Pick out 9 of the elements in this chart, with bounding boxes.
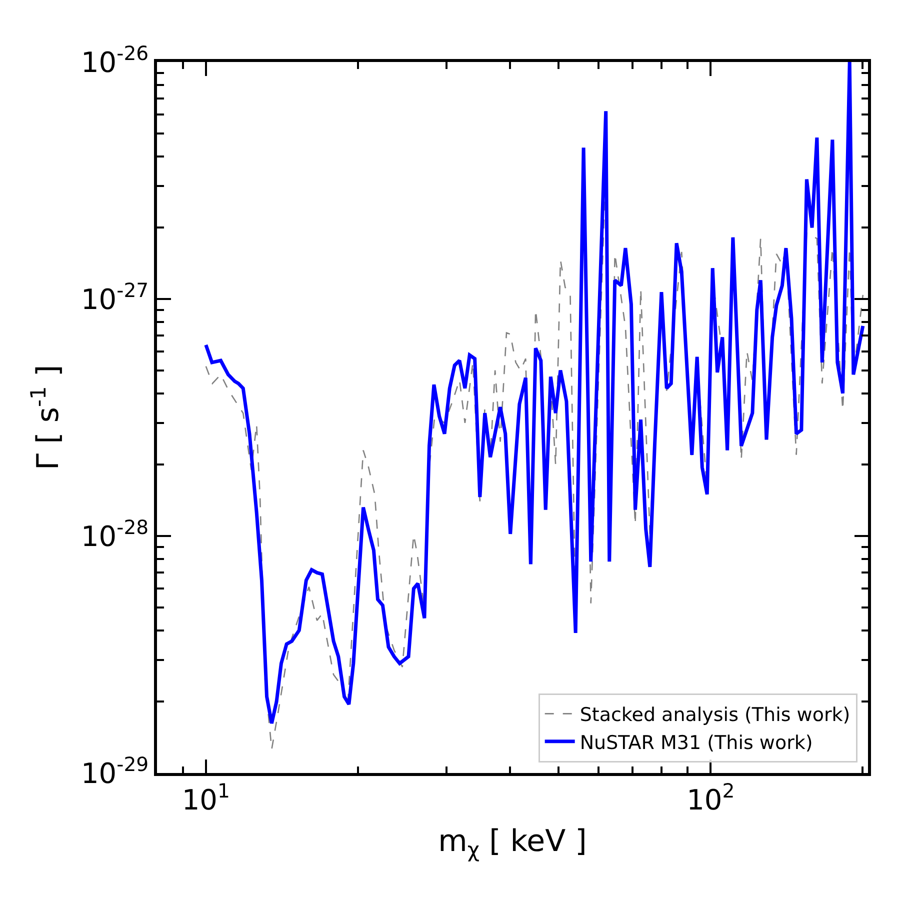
y-tick-label: 10$^{-27}$: [80, 279, 149, 316]
x-axis-title: m$_{χ}$ [ keV ]: [438, 824, 587, 862]
y-tick-label: 10$^{-29}$: [80, 753, 149, 790]
x-tick-label: 10$^{2}$: [686, 780, 735, 816]
y-tick-label: 10$^{-26}$: [80, 42, 149, 79]
y-tick-label: 10$^{-28}$: [80, 516, 149, 553]
x-tick-label: 10$^{1}$: [182, 780, 230, 816]
legend-label: Stacked analysis (This work): [580, 704, 850, 726]
legend-label: NuSTAR M31 (This work): [580, 732, 813, 754]
